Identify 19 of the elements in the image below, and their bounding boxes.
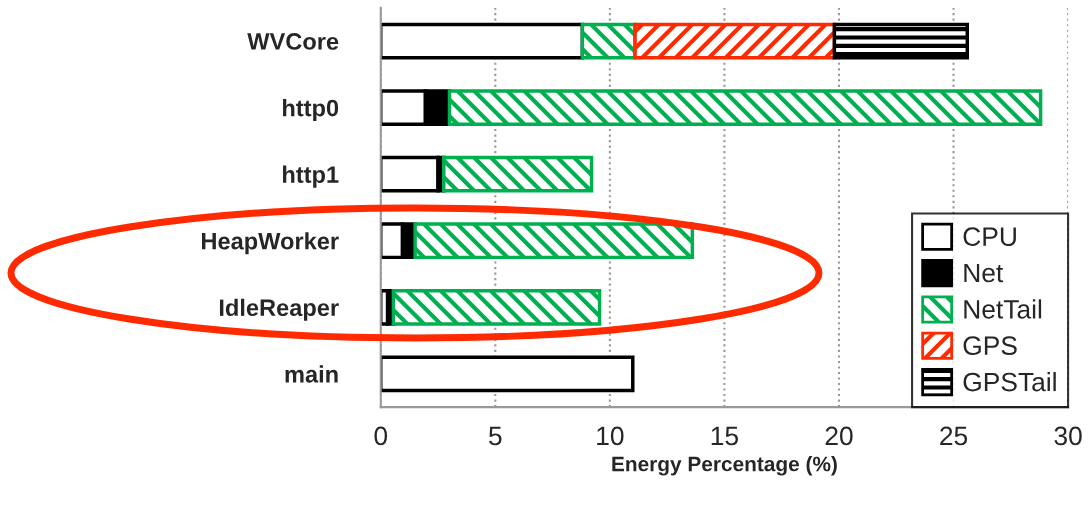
legend-label: GPS — [963, 336, 1017, 356]
y-tick-label: IdleReaper — [219, 298, 339, 321]
x-tick-label: 25 — [940, 426, 968, 446]
y-tick-label: WVCore — [247, 33, 339, 50]
y-tick-label: http0 — [283, 99, 339, 122]
legend-label: GPSTail — [963, 371, 1056, 392]
legend-label: NetTail — [964, 299, 1042, 319]
x-tick-label: 30 — [1054, 426, 1082, 446]
y-tick-label: HeapWorker — [202, 232, 339, 255]
y-tick-label: main — [285, 365, 338, 383]
x-tick-label: 0 — [374, 426, 388, 446]
x-tick-label: 15 — [711, 426, 738, 446]
x-tick-label: 20 — [825, 426, 853, 446]
x-tick-label: 10 — [597, 426, 624, 446]
y-tick-label: http1 — [283, 165, 339, 188]
x-tick-label: 5 — [489, 426, 502, 446]
legend-label: CPU — [963, 227, 1016, 246]
x-axis-title: Energy Percentage (%) — [612, 456, 837, 476]
legend-label: Net — [964, 263, 1004, 283]
